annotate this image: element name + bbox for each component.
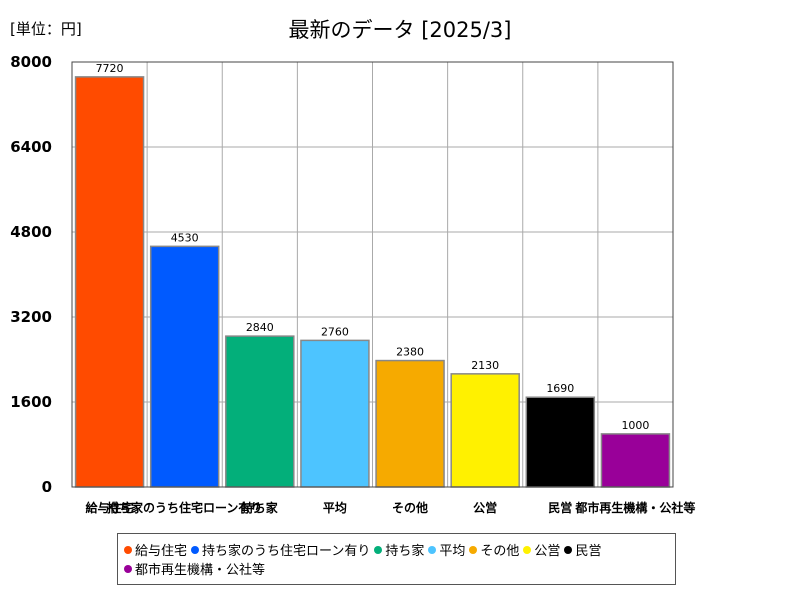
legend-color-dot-icon — [564, 545, 573, 554]
bar-value-label: 2840 — [246, 321, 274, 334]
bar — [375, 359, 445, 488]
y-tick-label: 6400 — [10, 138, 52, 156]
bar-value-label: 1000 — [621, 419, 649, 432]
legend-item: 給与住宅 — [124, 540, 187, 559]
x-category-label: その他 — [392, 500, 428, 515]
legend-label: 都市再生機構・公社等 — [135, 563, 266, 578]
bar-value-label: 2380 — [396, 346, 424, 359]
legend-item: 平均 — [428, 540, 465, 559]
legend-color-dot-icon — [124, 545, 132, 554]
legend-label: 給与住宅 — [135, 544, 188, 559]
bar-value-label: 7720 — [96, 62, 124, 75]
legend-color-dot-icon — [124, 564, 132, 573]
x-category-label: 持ち家 — [242, 500, 279, 515]
bar — [225, 335, 295, 488]
legend-label: 公営 — [534, 544, 561, 559]
legend-color-dot-icon — [191, 545, 200, 554]
legend-item: 公営 — [523, 540, 560, 559]
x-category-label: 都市再生機構・公社等 — [574, 500, 695, 515]
legend-label: 平均 — [439, 544, 466, 559]
bar-chart: 0 1600 3200 4800 6400 8000 7720 4530 2840 2760 23… — [10, 53, 696, 515]
y-tick-label: 8000 — [10, 53, 52, 71]
legend-item: 都市再生機構・公社等 — [124, 559, 265, 578]
legend-label: 持ち家のうち住宅ローン有り — [202, 544, 371, 559]
x-category-label: 持ち家のうち住宅ローン有り — [107, 500, 262, 515]
bar — [74, 76, 145, 488]
chart-title: 最新のデータ [2025/3] — [288, 18, 512, 42]
bar — [600, 433, 671, 488]
y-tick-label: 3200 — [10, 308, 52, 326]
legend-label: 民営 — [575, 544, 602, 559]
y-axis-ticks: 0 1600 3200 4800 6400 8000 — [10, 53, 52, 496]
bar — [450, 373, 520, 488]
legend-item: 持ち家 — [374, 540, 424, 559]
bar-value-label: 2130 — [471, 359, 499, 372]
bars-group — [74, 76, 671, 488]
legend-color-dot-icon — [469, 545, 478, 554]
x-category-label: 公営 — [473, 500, 497, 515]
y-tick-label: 1600 — [10, 393, 52, 411]
unit-label: [単位：円] — [10, 20, 82, 38]
legend-label: その他 — [480, 544, 520, 559]
legend-item: その他 — [469, 540, 519, 559]
legend-item: 民営 — [564, 540, 601, 559]
y-tick-label: 4800 — [10, 223, 52, 241]
x-category-label: 民営 — [548, 500, 572, 515]
legend-label: 持ち家 — [385, 544, 425, 559]
value-labels: 7720 4530 2840 2760 2380 2130 1690 1000 — [96, 62, 650, 432]
legend: 給与住宅 持ち家のうち住宅ローン有り 持ち家 平均 その他 公営 民営都市再生機構・公社等 — [117, 533, 676, 585]
x-category-label: 給与住宅 — [86, 500, 134, 515]
bar — [300, 339, 370, 488]
bar-value-label: 1690 — [546, 382, 574, 395]
legend-color-dot-icon — [428, 545, 437, 554]
legend-color-dot-icon — [523, 545, 532, 554]
y-tick-label: 0 — [42, 478, 52, 496]
legend-color-dot-icon — [374, 545, 383, 554]
x-category-label: 平均 — [323, 500, 347, 515]
bar-value-label: 2760 — [321, 325, 349, 338]
plot-frame — [71, 61, 674, 488]
bar — [525, 396, 596, 488]
bar-value-label: 4530 — [171, 231, 199, 244]
legend-item: 持ち家のうち住宅ローン有り — [191, 540, 370, 559]
bar — [149, 245, 220, 488]
